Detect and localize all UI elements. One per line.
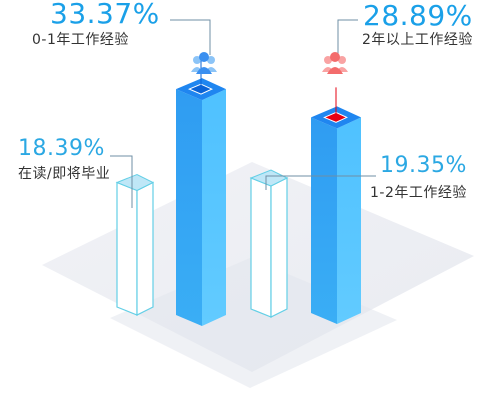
value-label-4: 28.89% xyxy=(363,0,473,32)
bar-1 xyxy=(115,173,155,316)
bar-4 xyxy=(311,87,361,324)
bar-2 xyxy=(176,59,226,326)
leader-line-4 xyxy=(337,19,358,55)
person-back-head xyxy=(207,56,215,64)
people-icon-blue xyxy=(191,52,217,74)
person-back-head xyxy=(193,56,201,64)
bar-side-face xyxy=(270,177,288,318)
leader-line-2 xyxy=(170,19,211,55)
bar-side-face xyxy=(136,181,154,316)
leader-path xyxy=(337,19,358,55)
bar-top-face xyxy=(115,173,155,192)
person-front-head xyxy=(330,52,340,62)
value-label-2: 33.37% xyxy=(50,0,160,30)
leader-path xyxy=(265,175,376,190)
leader-line-3 xyxy=(265,175,376,190)
category-label-2: 0-1年工作经验 xyxy=(32,32,129,48)
person-front-body xyxy=(196,67,212,74)
value-label-1: 18.39% xyxy=(18,136,105,161)
people-icon-red xyxy=(322,52,348,74)
bar-front-face xyxy=(311,117,337,324)
bar-front-face xyxy=(250,177,272,318)
leader-path xyxy=(170,19,211,55)
category-label-3: 1-2年工作经验 xyxy=(370,185,467,201)
leader-line-1 xyxy=(110,155,133,208)
bar-top-face xyxy=(249,169,289,187)
person-back-head xyxy=(324,56,332,64)
leader-path xyxy=(110,155,133,208)
bar-front-face xyxy=(116,181,138,316)
category-label-4: 2年以上工作经验 xyxy=(362,32,473,48)
bar-front-face xyxy=(176,89,202,326)
category-label-1: 在读/即将毕业 xyxy=(18,166,111,182)
bar-side-face xyxy=(337,117,361,324)
person-back-head xyxy=(338,56,346,64)
person-front-head xyxy=(199,52,209,62)
bar-side-face xyxy=(202,89,226,326)
bar-3 xyxy=(249,169,289,318)
value-label-3: 19.35% xyxy=(380,153,467,178)
person-front-body xyxy=(327,67,343,74)
